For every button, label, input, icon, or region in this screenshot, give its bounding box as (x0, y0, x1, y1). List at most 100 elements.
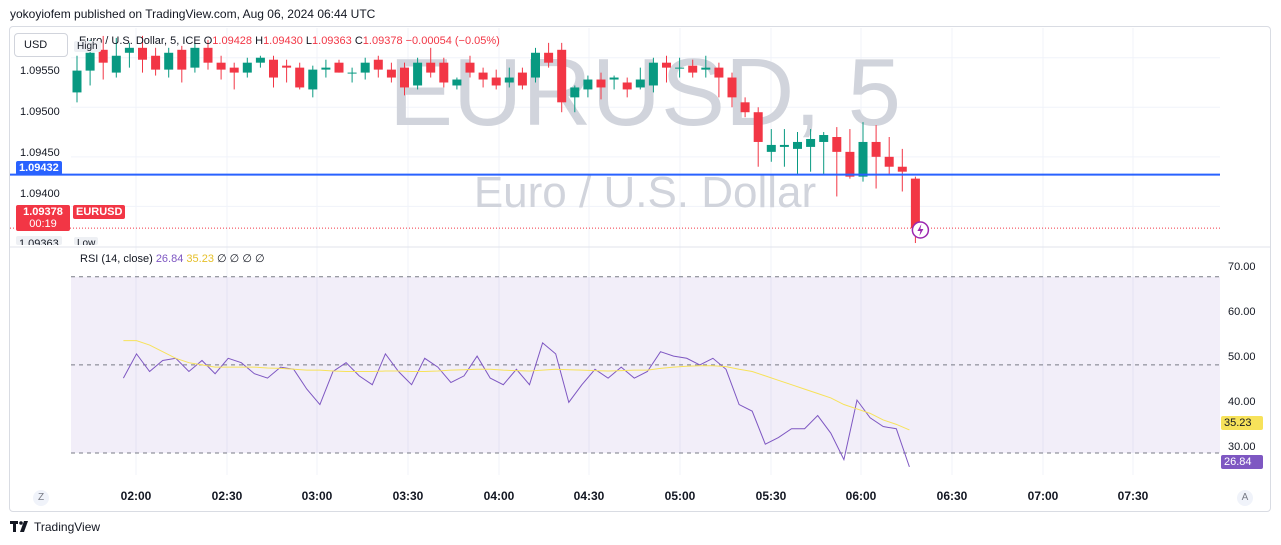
watermark-symbol: EURUSD, 5 (389, 39, 901, 146)
close-value: 1.09378 (362, 35, 403, 47)
rsi-title: RSI (14, close) (80, 253, 153, 265)
candle-body (740, 102, 750, 113)
candle-body (151, 55, 161, 70)
candle-body (609, 77, 619, 80)
candle-body (478, 72, 488, 80)
candle-body (583, 79, 593, 90)
candle-body (806, 138, 816, 147)
candle-body (622, 82, 632, 90)
time-label: 07:00 (1027, 489, 1059, 503)
current-price: 1.09378 (23, 206, 63, 218)
candle-body (242, 62, 252, 73)
candle-body (570, 87, 580, 98)
candle-body (190, 47, 200, 68)
time-label: 03:30 (392, 489, 424, 503)
time-label: 04:00 (483, 489, 515, 503)
change-value: −0.00054 (−0.05%) (405, 35, 500, 47)
symbol-badge: EURUSD (73, 205, 126, 219)
candle-body (255, 57, 265, 63)
candle-body (400, 67, 409, 88)
close-label: C (354, 35, 363, 47)
rsi-ma-value: 35.23 (186, 253, 214, 265)
candle-body (596, 79, 606, 88)
low-value: 1.09363 (312, 35, 352, 47)
time-label: 03:00 (301, 489, 333, 503)
watermark-name: Euro / U.S. Dollar (474, 168, 816, 217)
candle-body (452, 79, 462, 86)
rsi-axis-label: 70.00 (1228, 261, 1256, 273)
candle-body (779, 144, 789, 147)
high-label: H (255, 35, 264, 47)
rsi-legend: RSI (14, close) 26.84 35.23 ∅ ∅ ∅ ∅ (80, 252, 265, 265)
time-label: 02:00 (120, 489, 152, 503)
candle-body (216, 62, 226, 70)
rsi-extra: ∅ (254, 253, 265, 265)
zoom-button[interactable]: Z (33, 490, 49, 506)
candle-body (334, 62, 344, 73)
candle-body (727, 77, 737, 98)
candle-body (675, 67, 685, 69)
rsi-ma-badge: 35.23 (1221, 416, 1263, 430)
rsi-extra: ∅ (229, 253, 240, 265)
rsi-axis-label: 60.00 (1228, 306, 1256, 318)
candle-body (910, 178, 920, 229)
candle-body (85, 52, 95, 71)
high-tag: High (74, 41, 101, 52)
candle-body (138, 47, 147, 60)
low-price-badge: 1.09363 (16, 236, 62, 245)
candle-body (544, 52, 554, 63)
tradingview-logo-icon (10, 521, 28, 532)
time-label: 04:30 (573, 489, 605, 503)
candle-body (845, 151, 855, 177)
footer: TradingView (10, 520, 100, 534)
price-legend: Euro / U.S. Dollar, 5, ICE O1.09428 H1.0… (79, 35, 500, 47)
candle-body (714, 67, 724, 78)
current-price-badge: 1.09378 00:19 (16, 205, 70, 231)
candle-body (72, 70, 82, 93)
time-label: 06:00 (845, 489, 877, 503)
candle-body (819, 135, 829, 142)
rsi-axis-label: 30.00 (1228, 441, 1256, 453)
price-axis-label: 1.09550 (20, 65, 60, 77)
candle-body (688, 65, 698, 73)
candle-body (124, 47, 134, 53)
price-axis-label: 1.09450 (20, 147, 60, 159)
candle-body (347, 72, 357, 74)
rsi-value: 26.84 (155, 253, 184, 265)
candle-body (439, 62, 449, 83)
currency-button[interactable]: USD (14, 33, 68, 57)
candle-body (662, 62, 671, 68)
candle-body (465, 62, 475, 73)
candle-body (766, 144, 776, 152)
candle-body (413, 62, 423, 86)
candle-body (229, 67, 239, 73)
time-label: 07:30 (1117, 489, 1149, 503)
candle-body (111, 55, 121, 73)
candle-body (793, 141, 802, 149)
candle-body (753, 112, 763, 142)
time-label: 05:00 (664, 489, 696, 503)
auto-scale-button[interactable]: A (1237, 490, 1253, 506)
candle-body (832, 137, 842, 152)
price-axis-label: 1.09400 (20, 188, 60, 200)
candle-body (282, 65, 292, 68)
candle-body (517, 72, 527, 86)
candle-body (373, 59, 383, 70)
lightning-icon (917, 224, 924, 236)
candle-body (295, 67, 305, 88)
candle-body (557, 49, 567, 103)
footer-brand: TradingView (34, 520, 101, 534)
time-label: 06:30 (936, 489, 968, 503)
candle-body (386, 69, 396, 78)
candle-body (871, 141, 881, 157)
candle-body (701, 67, 711, 70)
rsi-extra: ∅ (217, 253, 227, 265)
rsi-extra: ∅ (242, 253, 252, 265)
open-label: O (203, 35, 213, 47)
publisher-line: yokoyiofem published on TradingView.com,… (10, 7, 376, 21)
legend-title: Euro / U.S. Dollar, 5, ICE (79, 35, 201, 47)
candle-body (269, 59, 278, 78)
candle-body (504, 77, 514, 83)
rsi-line (122, 342, 910, 468)
